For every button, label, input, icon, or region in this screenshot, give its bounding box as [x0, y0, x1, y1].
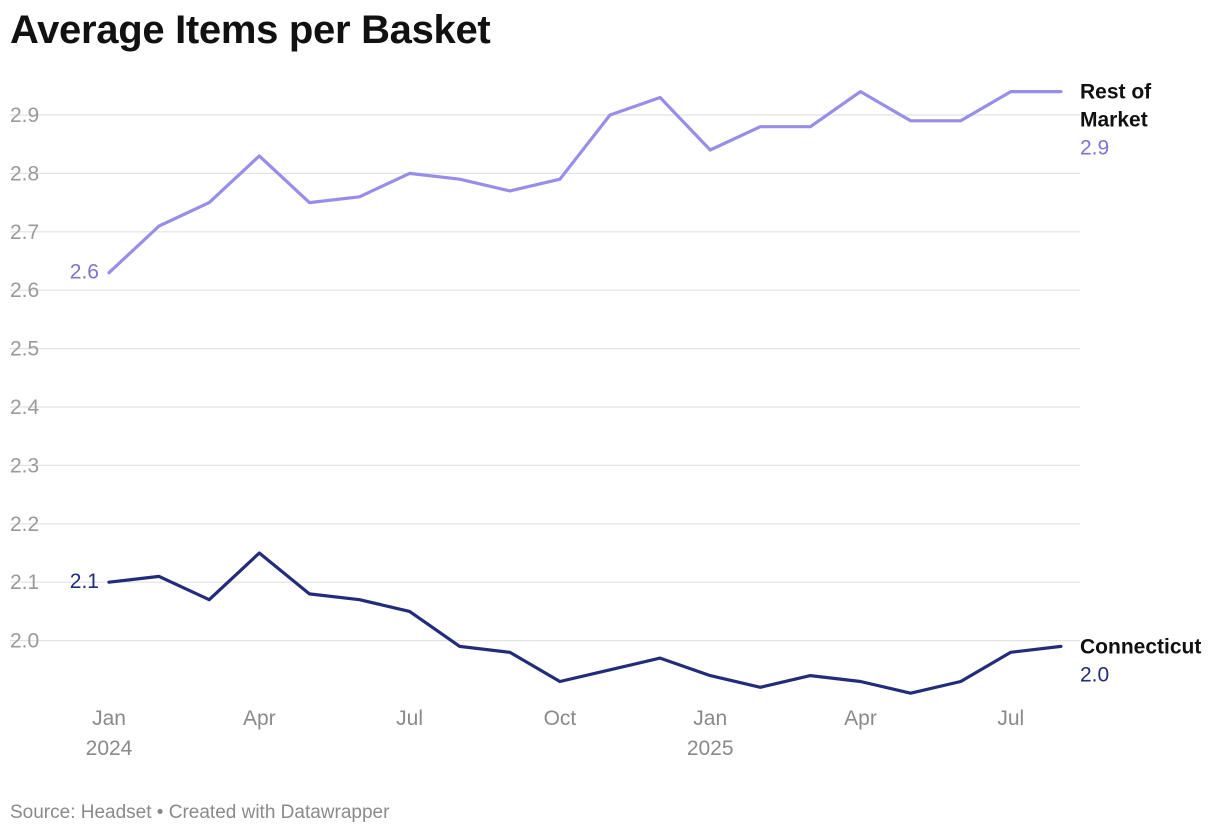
series-start-value: 2.6	[70, 261, 99, 284]
series-start-value: 2.1	[70, 570, 99, 593]
source-footer: Source: Headset • Created with Datawrapp…	[10, 802, 390, 823]
x-tick-label: Jul	[997, 707, 1024, 730]
y-tick-label: 2.4	[10, 396, 40, 419]
x-tick-label: Apr	[243, 707, 276, 730]
y-tick-label: 2.0	[10, 630, 39, 653]
series-name-label: Rest of	[1080, 81, 1152, 104]
x-tick-year-label: 2025	[687, 737, 734, 760]
chart-title: Average Items per Basket	[10, 8, 491, 52]
series-name-label: Market	[1080, 109, 1148, 132]
series-line-rest-of-market	[107, 89, 1063, 275]
y-tick-label: 2.5	[10, 338, 39, 361]
x-axis-ticks: Jan 2024 Apr Jul Oct Jan 2025 Apr Jul	[86, 707, 1025, 760]
y-tick-label: 2.2	[10, 513, 39, 536]
series-name-label: Connecticut	[1080, 635, 1201, 658]
x-tick-label: Jan	[693, 707, 727, 730]
series-end-value: 2.9	[1080, 137, 1109, 160]
y-tick-label: 2.8	[10, 162, 39, 185]
x-tick-year-label: 2024	[86, 737, 133, 760]
y-tick-label: 2.3	[10, 454, 39, 477]
y-tick-label: 2.9	[10, 104, 39, 127]
gridlines	[10, 114, 1080, 642]
series-labels: 2.6 Rest of Market 2.9 2.1 Connecticut 2.0	[70, 81, 1202, 687]
series-line-connecticut	[107, 551, 1063, 695]
x-tick-label: Jul	[396, 707, 423, 730]
y-tick-label: 2.7	[10, 221, 39, 244]
y-tick-label: 2.1	[10, 571, 39, 594]
y-axis-ticks: 2.9 2.8 2.7 2.6 2.5 2.4 2.3 2.2 2.1 2.0	[10, 104, 40, 653]
y-tick-label: 2.6	[10, 279, 39, 302]
series-end-value: 2.0	[1080, 663, 1109, 686]
x-tick-label: Apr	[844, 707, 877, 730]
x-tick-label: Jan	[92, 707, 126, 730]
x-tick-label: Oct	[544, 707, 577, 730]
series-lines	[107, 89, 1063, 695]
